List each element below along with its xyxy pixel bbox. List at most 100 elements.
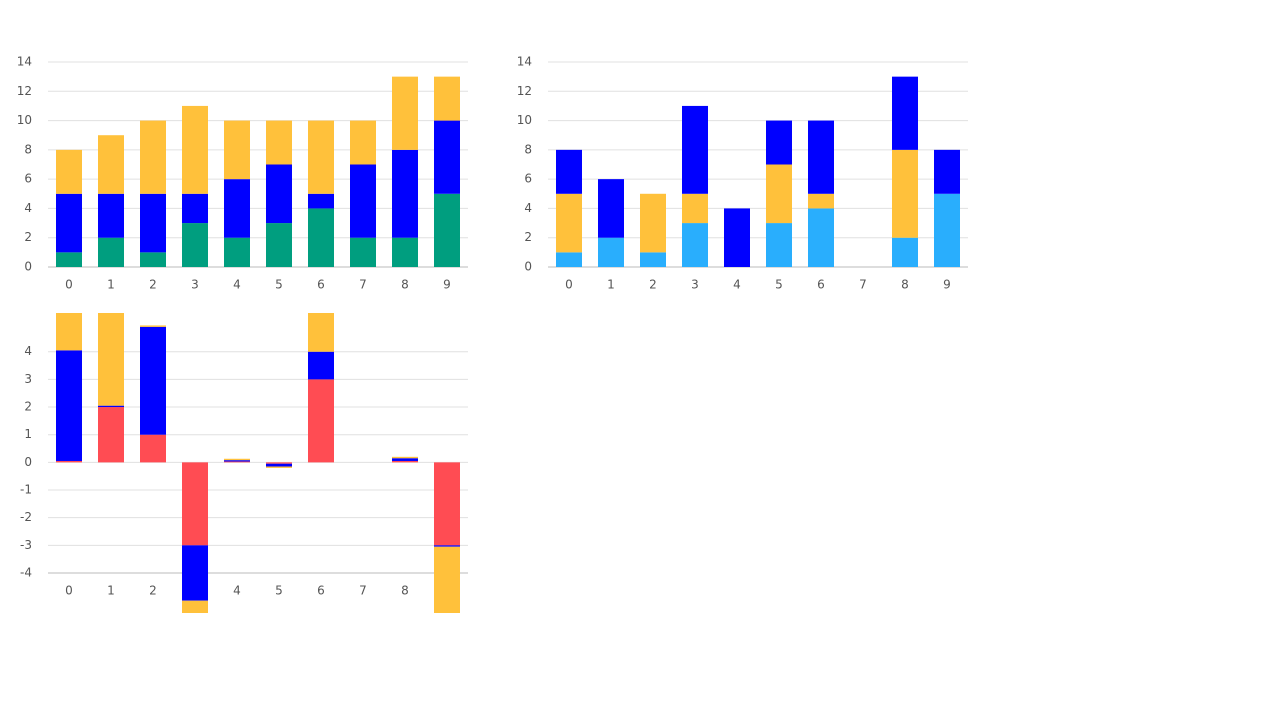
- x-tick-label: 1: [107, 584, 115, 598]
- bar-segment: [392, 456, 418, 459]
- bar-segment: [308, 193, 334, 209]
- bar-segment: [350, 120, 376, 165]
- bar-segment: [892, 149, 918, 238]
- bar-segment: [724, 208, 750, 267]
- y-tick-label: 10: [517, 113, 532, 127]
- x-tick-label: 4: [733, 278, 741, 292]
- x-tick-label: 1: [607, 278, 615, 292]
- y-tick-label: 1: [24, 427, 32, 441]
- x-tick-label: 0: [65, 584, 73, 598]
- bar-segment: [224, 458, 250, 461]
- bar-segment: [934, 149, 960, 194]
- bar-segment: [266, 463, 292, 467]
- y-tick-label: 6: [24, 172, 32, 186]
- bar-segment: [182, 545, 208, 601]
- x-tick-label: 9: [943, 278, 951, 292]
- bar-segment: [640, 193, 666, 253]
- y-tick-label: 12: [517, 84, 532, 98]
- bar-segment: [266, 466, 292, 468]
- x-tick-label: 6: [317, 278, 325, 292]
- y-tick-label: 4: [524, 201, 532, 215]
- bar-segment: [266, 462, 292, 464]
- bar-segment: [224, 120, 250, 180]
- bars: [56, 313, 460, 613]
- x-tick-label: 8: [401, 278, 409, 292]
- bar-segment: [434, 546, 460, 613]
- bar-segment: [308, 208, 334, 267]
- bar-segment: [140, 325, 166, 327]
- y-tick-label: 14: [517, 55, 532, 69]
- x-tick-label: 4: [233, 278, 241, 292]
- bar-segment: [350, 164, 376, 238]
- bar-segment: [434, 193, 460, 267]
- bar-segment: [434, 120, 460, 194]
- x-tick-label: 6: [817, 278, 825, 292]
- bar-segment: [266, 120, 292, 165]
- x-tick-label: 0: [565, 278, 573, 292]
- y-tick-label: 4: [24, 201, 32, 215]
- bar-segment: [140, 193, 166, 253]
- bar-segment: [682, 105, 708, 194]
- bar-segment: [182, 223, 208, 267]
- x-tick-label: 2: [149, 584, 157, 598]
- bar-segment: [556, 252, 582, 267]
- bar-segment: [308, 379, 334, 463]
- bar-segment: [140, 326, 166, 435]
- bar-segment: [434, 462, 460, 546]
- bar-segment: [56, 149, 82, 194]
- bar-segment: [556, 193, 582, 253]
- bar-segment: [682, 223, 708, 267]
- bar-segment: [392, 237, 418, 267]
- bar-segment: [766, 120, 792, 165]
- x-tick-label: 5: [275, 278, 283, 292]
- bar-segment: [392, 149, 418, 238]
- y-tick-label: -3: [20, 538, 32, 552]
- bar-segment: [56, 313, 82, 351]
- bar-segment: [182, 105, 208, 194]
- y-tick-label: -1: [20, 483, 32, 497]
- y-tick-label: 10: [17, 113, 32, 127]
- bars: [56, 76, 460, 267]
- bar-segment: [640, 252, 666, 267]
- bar-segment: [434, 545, 460, 547]
- y-tick-label: -2: [20, 510, 32, 524]
- bar-segment: [56, 460, 82, 463]
- bar-segment: [140, 252, 166, 267]
- bar-segment: [224, 460, 250, 462]
- x-tick-label: 8: [401, 584, 409, 598]
- bar-segment: [98, 407, 124, 463]
- bar-segment: [350, 237, 376, 267]
- bar-segment: [682, 193, 708, 224]
- bar-segment: [56, 252, 82, 267]
- x-tick-label: 7: [859, 278, 867, 292]
- y-tick-label: 0: [524, 260, 532, 274]
- y-tick-label: 2: [24, 400, 32, 414]
- x-tick-label: 6: [317, 584, 325, 598]
- y-tick-label: 2: [524, 230, 532, 244]
- bars: [556, 76, 960, 267]
- x-tick-label: 7: [359, 584, 367, 598]
- y-tick-label: 12: [17, 84, 32, 98]
- y-tick-label: 14: [17, 55, 32, 69]
- bar-segment: [98, 237, 124, 267]
- y-tick-label: 8: [24, 142, 32, 156]
- y-tick-label: -4: [20, 566, 32, 580]
- bar-segment: [224, 237, 250, 267]
- y-tick-label: 4: [24, 344, 32, 358]
- chart: -4-3-2-1012340123456789: [20, 313, 468, 613]
- y-tick-label: 8: [524, 142, 532, 156]
- bar-segment: [266, 164, 292, 224]
- y-tick-label: 0: [24, 455, 32, 469]
- x-tick-label: 1: [107, 278, 115, 292]
- bar-segment: [434, 76, 460, 121]
- bar-segment: [182, 462, 208, 546]
- y-tick-label: 0: [24, 260, 32, 274]
- bar-segment: [598, 179, 624, 238]
- bar-segment: [308, 351, 334, 380]
- x-tick-label: 9: [443, 278, 451, 292]
- x-tick-label: 3: [191, 278, 199, 292]
